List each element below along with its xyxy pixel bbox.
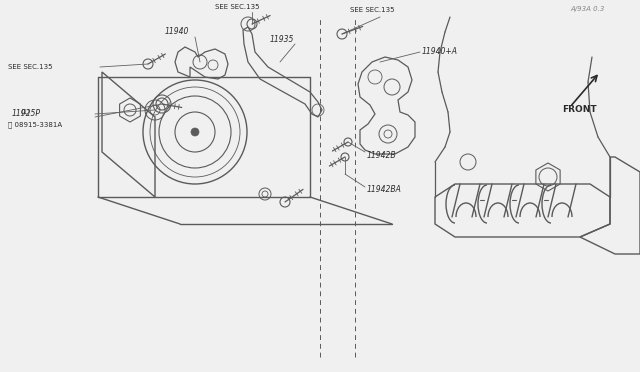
Circle shape [191,128,199,136]
Text: 11940+A: 11940+A [422,48,458,57]
Text: (1): (1) [20,109,30,115]
Text: 11925P: 11925P [12,109,41,119]
Text: 11942B: 11942B [367,151,397,160]
Text: SEE SEC.135: SEE SEC.135 [215,4,259,10]
Text: SEE SEC.135: SEE SEC.135 [350,7,394,13]
Text: SEE SEC.135: SEE SEC.135 [8,64,52,70]
Text: 11940: 11940 [165,28,189,36]
Text: A/93A 0.3: A/93A 0.3 [570,6,604,12]
Text: 11942BA: 11942BA [367,186,402,195]
Text: FRONT: FRONT [562,105,596,114]
Text: ⓦ 08915-3381A: ⓦ 08915-3381A [8,122,62,128]
Text: 11935: 11935 [270,35,294,45]
